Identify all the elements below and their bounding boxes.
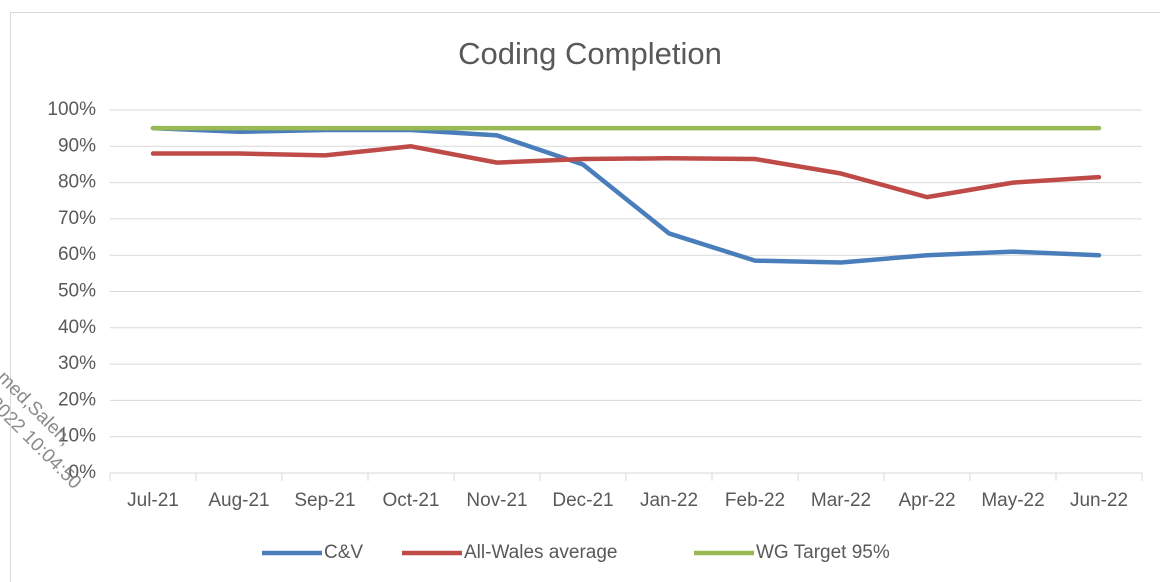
legend-label: C&V <box>324 542 363 563</box>
y-tick-label: 30% <box>58 353 96 374</box>
x-tick-label: Jul-21 <box>127 490 179 511</box>
series-line <box>150 144 1102 200</box>
x-tick-label: Jun-22 <box>1070 490 1128 511</box>
y-tick-label: 90% <box>58 135 96 156</box>
x-tick-label: May-22 <box>981 490 1044 511</box>
y-tick-label: 10% <box>58 426 96 447</box>
x-tick-label: Mar-22 <box>811 490 871 511</box>
x-tick-label: Sep-21 <box>294 490 355 511</box>
legend-label: WG Target 95% <box>756 542 890 563</box>
x-tick-label: Jan-22 <box>640 490 698 511</box>
y-tick-label: 40% <box>58 317 96 338</box>
x-tick-label: Apr-22 <box>898 490 955 511</box>
x-tick-label: Oct-21 <box>382 490 439 511</box>
y-tick-label: 60% <box>58 244 96 265</box>
y-tick-label: 20% <box>58 389 96 410</box>
legend-label: All-Wales average <box>464 542 617 563</box>
y-tick-label: 0% <box>69 462 97 483</box>
x-tick-label: Dec-21 <box>552 490 613 511</box>
y-tick-label: 70% <box>58 208 96 229</box>
chart-frame <box>10 12 1160 582</box>
chart-title: Coding Completion <box>458 36 722 71</box>
y-tick-label: 80% <box>58 172 96 193</box>
x-tick-label: Feb-22 <box>725 490 785 511</box>
x-tick-label: Aug-21 <box>208 490 269 511</box>
y-tick-label: 100% <box>47 99 96 120</box>
x-tick-label: Nov-21 <box>466 490 527 511</box>
y-tick-label: 50% <box>58 281 96 302</box>
